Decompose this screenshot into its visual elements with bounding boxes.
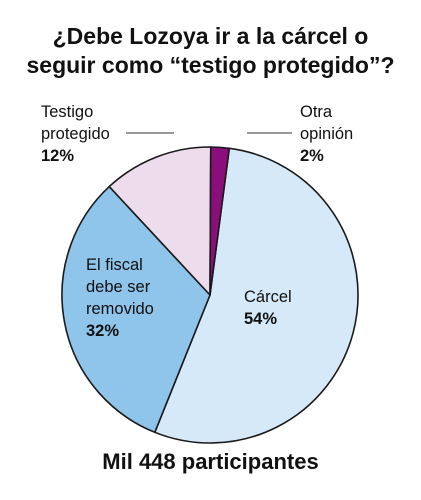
slice-value-carcel: 54% bbox=[244, 310, 278, 328]
slice-label-otra-line-2: opinión bbox=[300, 125, 354, 143]
slice-label-otra: Otra opinión 2% bbox=[300, 101, 353, 167]
slice-testigo bbox=[108, 146, 212, 296]
slice-fiscal bbox=[61, 185, 211, 434]
slice-carcel bbox=[154, 147, 359, 444]
slice-label-testigo: Testigo protegido 12% bbox=[41, 101, 110, 167]
chart-title: ¿Debe Lozoya ir a la cárcel o seguir com… bbox=[0, 22, 421, 80]
participants-footer: Mil 448 participantes bbox=[102, 449, 319, 474]
slice-label-fiscal-line-1: El fiscal bbox=[86, 256, 143, 274]
chart-title-line-1: ¿Debe Lozoya ir a la cárcel o bbox=[52, 23, 369, 49]
slice-label-carcel-line-1: Cárcel bbox=[244, 288, 292, 306]
pie-slices bbox=[61, 146, 359, 444]
slice-label-testigo-line-1: Testigo bbox=[41, 103, 94, 121]
slice-label-testigo-line-2: protegido bbox=[41, 125, 110, 143]
slice-label-fiscal: El fiscal debe ser removido 32% bbox=[86, 254, 154, 342]
chart-title-line-2: seguir como “testigo protegido”? bbox=[26, 52, 395, 78]
slice-value-fiscal: 32% bbox=[86, 322, 120, 340]
slice-label-carcel: Cárcel 54% bbox=[244, 286, 292, 330]
slice-label-otra-line-1: Otra bbox=[300, 103, 333, 121]
slice-otra bbox=[209, 146, 231, 296]
slice-value-testigo: 12% bbox=[41, 147, 75, 165]
slice-label-fiscal-line-3: removido bbox=[86, 300, 154, 318]
slice-value-otra: 2% bbox=[300, 147, 324, 165]
slice-label-fiscal-line-2: debe ser bbox=[86, 278, 151, 296]
